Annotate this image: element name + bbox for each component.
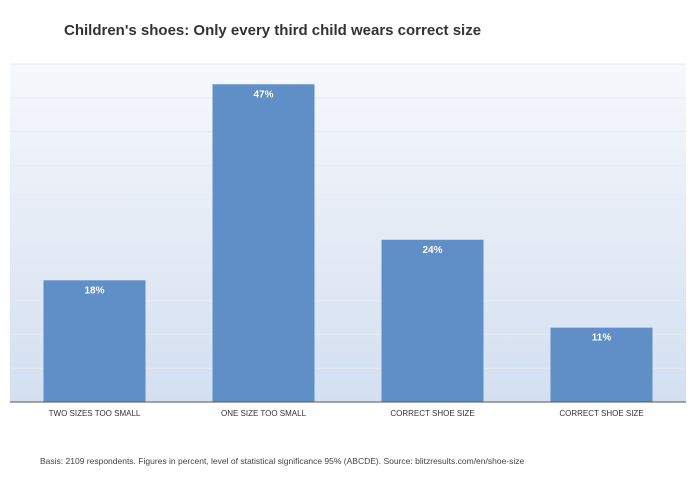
bar	[550, 327, 653, 402]
bar	[381, 239, 484, 402]
x-tick-labels: TWO SIZES TOO SMALL ONE SIZE TOO SMALL COR…	[49, 409, 644, 418]
footnote: Basis: 2109 respondents. Figures in perc…	[40, 456, 525, 466]
bar-data-label: 24%	[422, 245, 442, 256]
bar-data-label: 18%	[84, 285, 104, 296]
x-tick-label: CORRECT SHOE SIZE	[559, 409, 643, 418]
bars	[43, 84, 653, 402]
chart-title: Children's shoes: Only every third child…	[64, 22, 482, 39]
bar	[212, 84, 315, 402]
bar-data-label: 47%	[253, 89, 273, 100]
x-tick-label: TWO SIZES TOO SMALL	[49, 409, 141, 418]
bar	[43, 280, 146, 402]
x-tick-label: ONE SIZE TOO SMALL	[221, 409, 307, 418]
bar-labels: 18% 47% 24% 11%	[84, 89, 611, 343]
x-tick-label: CORRECT SHOE SIZE	[390, 409, 474, 418]
bar-data-label: 11%	[592, 333, 612, 344]
